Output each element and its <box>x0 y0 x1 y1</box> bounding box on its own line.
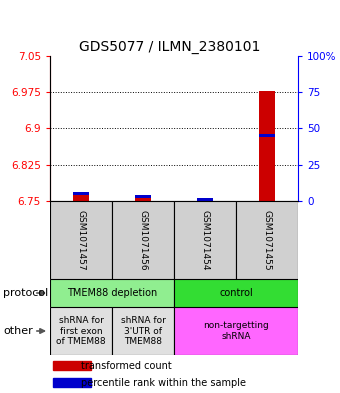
Bar <box>50 201 112 279</box>
Bar <box>53 378 91 387</box>
Text: GSM1071454: GSM1071454 <box>201 210 209 270</box>
Text: other: other <box>3 326 33 336</box>
Bar <box>135 195 151 198</box>
Text: GSM1071455: GSM1071455 <box>262 210 272 270</box>
Bar <box>112 307 174 355</box>
Text: percentile rank within the sample: percentile rank within the sample <box>81 378 245 388</box>
Bar <box>174 307 298 355</box>
Text: non-targetting
shRNA: non-targetting shRNA <box>203 321 269 341</box>
Bar <box>73 192 89 201</box>
Bar <box>236 201 298 279</box>
Bar <box>53 361 91 370</box>
Bar <box>197 198 213 200</box>
Bar <box>174 201 236 279</box>
Text: shRNA for
first exon
of TMEM88: shRNA for first exon of TMEM88 <box>56 316 106 346</box>
Bar <box>112 201 174 279</box>
Text: GSM1071457: GSM1071457 <box>76 210 85 270</box>
Bar <box>259 134 275 137</box>
Bar <box>197 198 213 201</box>
Bar <box>50 279 174 307</box>
Bar <box>50 307 112 355</box>
Text: protocol: protocol <box>3 288 49 298</box>
Bar <box>174 279 298 307</box>
Bar <box>259 91 275 201</box>
Bar <box>73 192 89 195</box>
Text: shRNA for
3'UTR of
TMEM88: shRNA for 3'UTR of TMEM88 <box>121 316 166 346</box>
Text: control: control <box>219 288 253 298</box>
Text: GSM1071456: GSM1071456 <box>138 210 148 270</box>
Text: transformed count: transformed count <box>81 361 171 371</box>
Bar <box>135 195 151 201</box>
Text: GDS5077 / ILMN_2380101: GDS5077 / ILMN_2380101 <box>79 40 261 54</box>
Text: TMEM88 depletion: TMEM88 depletion <box>67 288 157 298</box>
